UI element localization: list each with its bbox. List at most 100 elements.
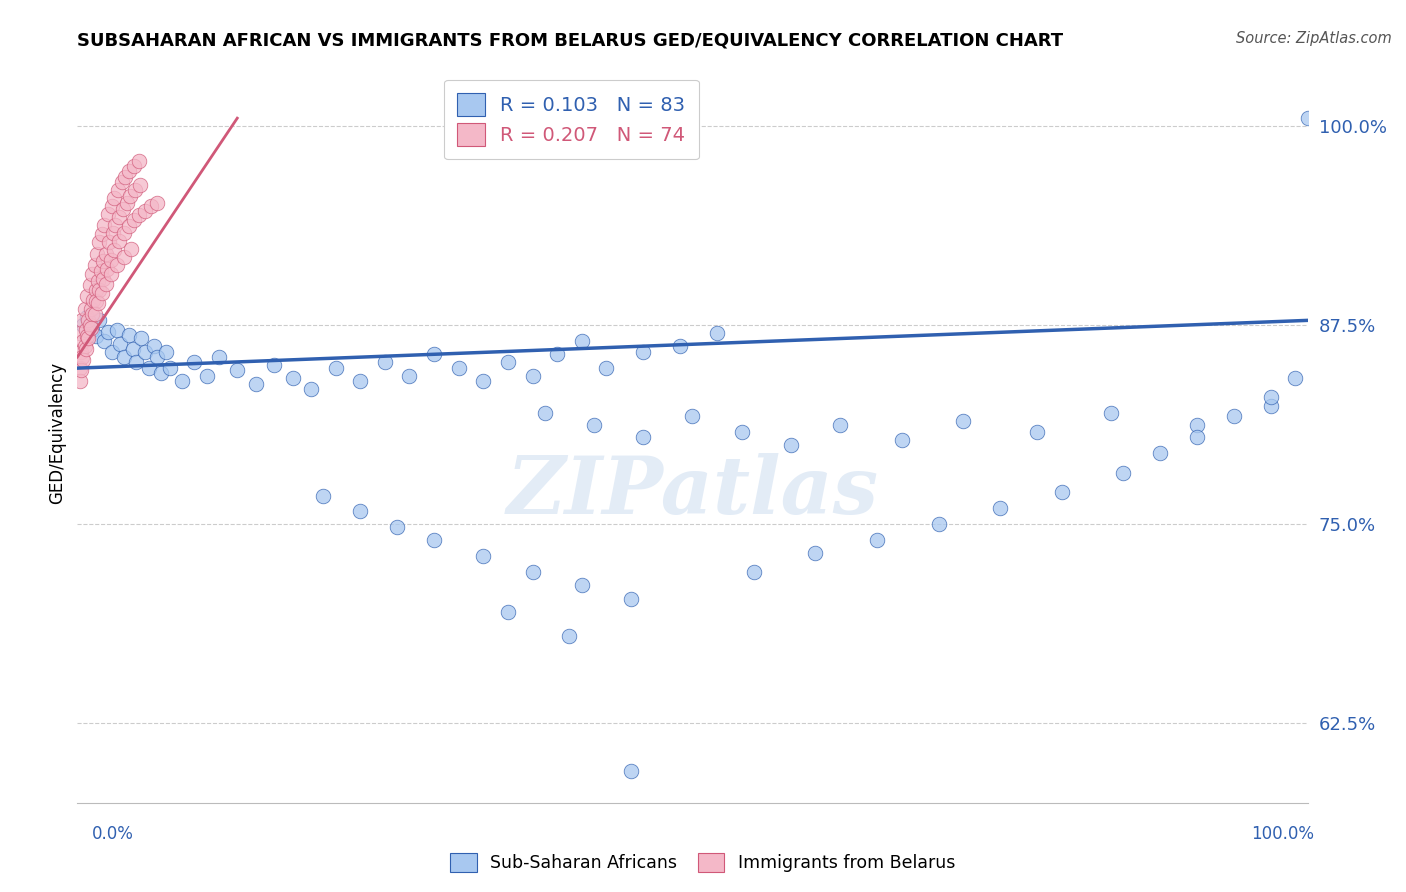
Point xyxy=(325,361,347,376)
Point xyxy=(1296,111,1319,125)
Point xyxy=(669,339,692,353)
Point xyxy=(866,533,889,547)
Point xyxy=(281,370,304,384)
Point xyxy=(97,207,120,221)
Point xyxy=(104,218,127,232)
Point xyxy=(142,339,165,353)
Point xyxy=(385,520,409,534)
Point xyxy=(91,254,114,268)
Point xyxy=(952,414,974,428)
Point xyxy=(558,629,581,643)
Point xyxy=(112,350,135,364)
Point xyxy=(94,277,117,291)
Point xyxy=(423,347,446,361)
Point xyxy=(82,293,104,307)
Point xyxy=(105,323,128,337)
Point xyxy=(118,219,141,234)
Point xyxy=(1026,425,1049,439)
Point xyxy=(77,313,100,327)
Point xyxy=(620,764,643,778)
Point xyxy=(69,326,91,340)
Point xyxy=(114,170,136,185)
Point xyxy=(69,361,91,376)
Point xyxy=(1099,406,1122,420)
Point xyxy=(80,302,103,317)
Point xyxy=(633,345,655,359)
Point xyxy=(522,565,544,579)
Point xyxy=(742,565,765,579)
Point xyxy=(103,244,125,258)
Point xyxy=(682,409,704,423)
Point xyxy=(82,323,104,337)
Point xyxy=(374,355,396,369)
Point xyxy=(890,433,912,447)
Point xyxy=(120,189,142,203)
Point xyxy=(263,358,285,372)
Point xyxy=(423,533,446,547)
Point xyxy=(349,374,371,388)
Point xyxy=(77,331,100,345)
Point xyxy=(89,313,111,327)
Point xyxy=(107,183,129,197)
Point xyxy=(112,250,135,264)
Point xyxy=(1149,445,1171,459)
Point xyxy=(69,374,91,388)
Point xyxy=(804,546,827,560)
Point xyxy=(534,406,557,420)
Point xyxy=(72,318,94,333)
Point xyxy=(90,227,114,242)
Point xyxy=(79,278,101,293)
Point xyxy=(100,267,122,281)
Point xyxy=(1260,390,1282,404)
Point xyxy=(82,267,104,281)
Point xyxy=(87,274,110,288)
Point xyxy=(125,355,148,369)
Point xyxy=(496,355,519,369)
Point xyxy=(595,361,617,376)
Point xyxy=(101,345,124,359)
Point xyxy=(72,353,94,368)
Point xyxy=(1223,409,1246,423)
Point xyxy=(83,307,105,321)
Point xyxy=(84,329,107,343)
Point xyxy=(80,321,103,335)
Point xyxy=(146,195,169,210)
Point xyxy=(398,369,420,384)
Point xyxy=(101,199,124,213)
Point xyxy=(76,329,98,343)
Point xyxy=(245,377,267,392)
Point xyxy=(70,350,93,364)
Legend: R = 0.103   N = 83, R = 0.207   N = 74: R = 0.103 N = 83, R = 0.207 N = 74 xyxy=(444,79,699,160)
Text: SUBSAHARAN AFRICAN VS IMMIGRANTS FROM BELARUS GED/EQUIVALENCY CORRELATION CHART: SUBSAHARAN AFRICAN VS IMMIGRANTS FROM BE… xyxy=(77,32,1063,50)
Point xyxy=(522,369,544,384)
Point xyxy=(496,605,519,619)
Point xyxy=(108,210,131,224)
Point xyxy=(1284,370,1306,384)
Text: ZIPatlas: ZIPatlas xyxy=(506,453,879,531)
Legend: Sub-Saharan Africans, Immigrants from Belarus: Sub-Saharan Africans, Immigrants from Be… xyxy=(443,846,963,879)
Point xyxy=(128,208,150,222)
Point xyxy=(546,347,568,361)
Point xyxy=(93,218,115,232)
Point xyxy=(101,226,124,240)
Point xyxy=(73,339,96,353)
Point xyxy=(731,425,754,439)
Point xyxy=(124,183,146,197)
Point xyxy=(93,334,115,348)
Point xyxy=(349,504,371,518)
Point xyxy=(159,361,181,376)
Point xyxy=(141,199,163,213)
Point xyxy=(928,517,950,532)
Point xyxy=(73,302,96,317)
Point xyxy=(70,313,93,327)
Point xyxy=(571,577,593,591)
Point xyxy=(122,213,145,227)
Point xyxy=(146,350,169,364)
Point xyxy=(571,334,593,348)
Point xyxy=(70,362,93,376)
Point xyxy=(195,369,218,384)
Point xyxy=(121,342,143,356)
Point xyxy=(583,418,606,433)
Point xyxy=(84,294,107,309)
Point xyxy=(86,246,108,260)
